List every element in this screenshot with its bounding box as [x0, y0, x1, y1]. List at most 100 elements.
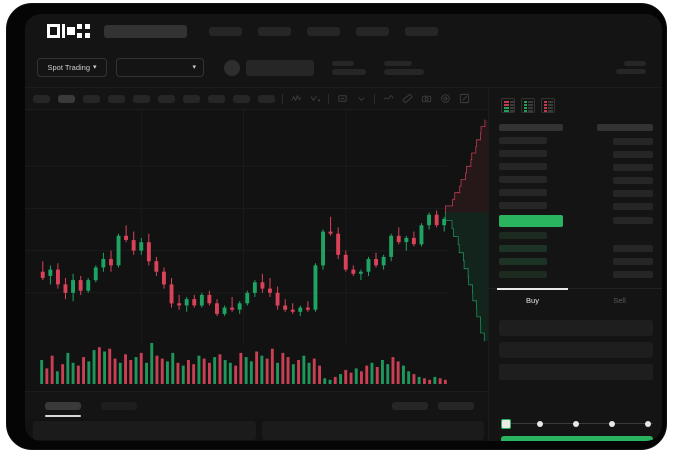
slider-stop-50[interactable]: [573, 420, 579, 427]
logo-letter-x: [77, 24, 90, 38]
tab-sell-label: Sell: [613, 296, 626, 305]
bid-row[interactable]: [499, 271, 547, 278]
nav-item-4[interactable]: [356, 26, 389, 36]
orderbook-both-icon[interactable]: [501, 98, 515, 113]
orders-action-1[interactable]: [392, 401, 428, 410]
spot-trading-dropdown[interactable]: Spot Trading ▾: [37, 58, 107, 77]
orderbook-bids-icon[interactable]: [521, 98, 535, 113]
orderbook-side-row[interactable]: [613, 164, 653, 171]
header-nav: [209, 26, 438, 36]
tab-buy[interactable]: Buy: [489, 288, 576, 312]
orderbook-side-row[interactable]: [613, 190, 653, 197]
candlestick-series: [25, 110, 448, 345]
slider-stop-100[interactable]: [645, 420, 651, 427]
ask-row[interactable]: [499, 176, 547, 183]
logo-letter-o: [47, 24, 60, 38]
toolbar-divider: [282, 93, 283, 104]
bid-row[interactable]: [499, 258, 547, 265]
device-frame: OKX Spot Trading ▾ ▾: [6, 3, 667, 450]
orderbook-side-row[interactable]: [613, 258, 653, 265]
orderbook-side-row[interactable]: [613, 203, 653, 210]
slider-track: [505, 423, 653, 424]
nav-item-2[interactable]: [258, 26, 291, 36]
bottom-panel-2[interactable]: [261, 421, 484, 440]
depth-chart-overlay: [445, 118, 488, 343]
price-field[interactable]: [499, 342, 653, 358]
ruler-icon[interactable]: [401, 93, 413, 105]
pair-select-dropdown[interactable]: ▾: [116, 58, 204, 77]
current-price-row[interactable]: [499, 215, 563, 227]
ask-row[interactable]: [499, 202, 547, 209]
last-price: [246, 59, 314, 76]
market-bar-menu[interactable]: [616, 61, 646, 74]
slider-handle[interactable]: [501, 419, 511, 429]
camera-icon[interactable]: [420, 93, 432, 105]
trade-side-tabs: Buy Sell: [489, 288, 662, 312]
compare-icon[interactable]: [309, 93, 321, 105]
amount-field[interactable]: [499, 364, 653, 380]
orderbook-side-row[interactable]: [613, 151, 653, 158]
price-chart[interactable]: [25, 110, 488, 391]
timeframe-4[interactable]: [108, 94, 125, 103]
ask-row[interactable]: [499, 150, 547, 157]
orderbook-side-row[interactable]: [613, 217, 653, 224]
nav-item-3[interactable]: [307, 26, 340, 36]
nav-item-5[interactable]: [405, 26, 438, 36]
order-book-panel: Buy Sell: [488, 88, 662, 441]
timeframe-6[interactable]: [158, 94, 175, 103]
bottom-panel-1[interactable]: [33, 421, 256, 440]
bid-row[interactable]: [499, 232, 547, 239]
timeframe-8[interactable]: [208, 94, 225, 103]
chevron-down-icon[interactable]: [355, 93, 367, 105]
timeframe-5[interactable]: [133, 94, 150, 103]
app-screen: OKX Spot Trading ▾ ▾: [25, 14, 662, 441]
order-book-rows[interactable]: [489, 124, 662, 288]
ask-row[interactable]: [499, 163, 547, 170]
timeframe-1[interactable]: [33, 94, 50, 103]
ask-row[interactable]: [499, 137, 547, 144]
orderbook-header-left: [499, 124, 563, 131]
orderbook-side-row[interactable]: [613, 245, 653, 252]
line-chart-icon[interactable]: [382, 93, 394, 105]
settings-icon[interactable]: [439, 93, 451, 105]
timeframe-9[interactable]: [233, 94, 250, 103]
timeframe-2[interactable]: [58, 94, 75, 103]
orders-action-2[interactable]: [438, 401, 474, 410]
tab-sell[interactable]: Sell: [576, 289, 662, 312]
orderbook-asks-icon[interactable]: [541, 98, 555, 113]
tab-order-history[interactable]: [101, 401, 137, 410]
slider-stop-25[interactable]: [537, 420, 543, 427]
slider-stop-75[interactable]: [609, 420, 615, 427]
alert-icon[interactable]: [336, 93, 348, 105]
orderbook-side-row[interactable]: [613, 271, 653, 278]
submit-buy-button[interactable]: [501, 436, 653, 441]
timeframe-3[interactable]: [83, 94, 100, 103]
menu-line-1: [624, 61, 646, 66]
order-type-field[interactable]: [499, 320, 653, 336]
app-header: OKX: [25, 14, 662, 48]
okx-logo-icon[interactable]: OKX: [47, 24, 90, 38]
orderbook-view-toggles: [489, 88, 662, 113]
timeframe-10[interactable]: [258, 94, 275, 103]
chevron-down-icon: ▾: [192, 64, 196, 71]
amount-slider[interactable]: [501, 418, 653, 430]
toolbar-divider: [374, 93, 375, 104]
fullscreen-icon[interactable]: [458, 93, 470, 105]
tab-open-orders[interactable]: [45, 401, 81, 417]
spot-trading-label: Spot Trading: [47, 63, 90, 72]
logo-letter-k: [62, 24, 75, 38]
nav-item-1[interactable]: [209, 26, 242, 36]
menu-line-2: [616, 69, 646, 74]
chevron-down-icon: ▾: [93, 64, 97, 71]
orderbook-header-right: [597, 124, 653, 131]
search-input[interactable]: [104, 24, 187, 38]
orderbook-side-row[interactable]: [613, 177, 653, 184]
stat-value: [384, 68, 424, 75]
submit-buy-label: [501, 436, 502, 437]
bid-row[interactable]: [499, 245, 547, 252]
tab-buy-label: Buy: [526, 296, 539, 305]
ask-row[interactable]: [499, 189, 547, 196]
orderbook-side-row[interactable]: [613, 138, 653, 145]
indicators-icon[interactable]: [290, 93, 302, 105]
timeframe-7[interactable]: [183, 94, 200, 103]
